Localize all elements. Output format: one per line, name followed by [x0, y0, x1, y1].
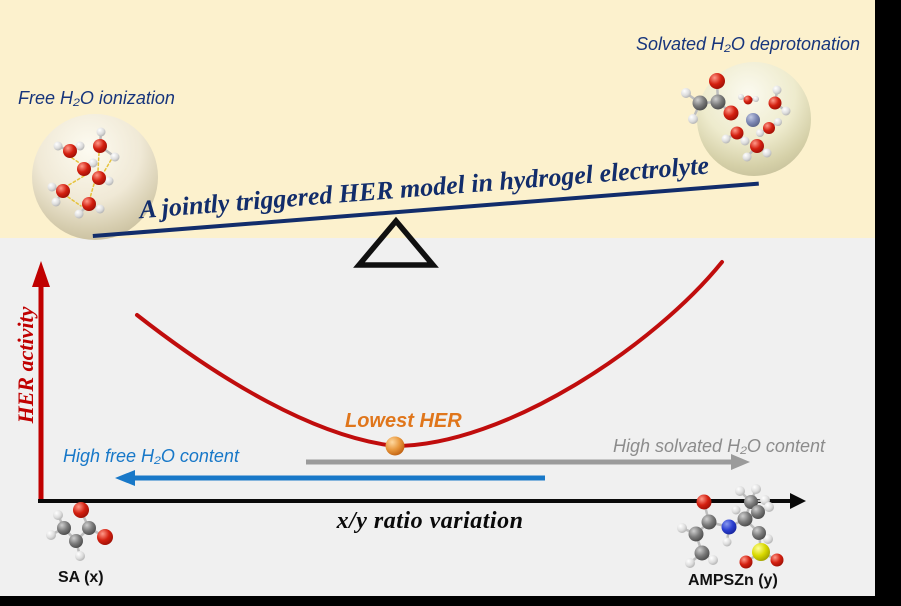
high-free-water-label: High free H₂O content: [63, 446, 239, 466]
sulfur-atom: [752, 543, 770, 561]
nitrogen-atom: [721, 519, 737, 535]
hydrogen-bonds: [66, 152, 112, 207]
sa-molecule-label: SA (x): [58, 569, 104, 586]
free-water-label: Free H₂O ionization: [18, 88, 175, 108]
zinc-ion: [746, 113, 760, 127]
lowest-her-point: [385, 436, 405, 456]
y-axis: [32, 261, 50, 500]
high-free-water-arrow: [115, 470, 545, 486]
high-solvated-water-label: High solvated H₂O content: [613, 436, 825, 456]
lowest-her-label: Lowest HER: [345, 410, 462, 432]
free-water-cluster: [32, 114, 158, 240]
y-axis-label: HER activity: [13, 306, 38, 424]
solvated-water-cluster: [681, 62, 811, 176]
x-axis-label: x/y ratio variation: [336, 508, 524, 534]
high-solvated-arrow: [306, 454, 750, 470]
fulcrum-triangle-icon: [353, 216, 439, 268]
sa-molecule: [46, 502, 113, 561]
solvated-water-label: Solvated H₂O deprotonation: [636, 34, 861, 54]
y-axis-arrowhead-icon: [32, 261, 50, 287]
x-axis: [38, 493, 806, 509]
ampszn-molecule: [677, 484, 784, 569]
x-axis-arrowhead-icon: [790, 493, 806, 509]
right-arrowhead-icon: [731, 454, 750, 470]
figure-graphics: [32, 62, 811, 569]
ampszn-molecule-label: AMPSZn (y): [688, 572, 778, 589]
left-arrowhead-icon: [115, 470, 135, 486]
figure-card: Free H₂O ionization Solvated H₂O deproto…: [0, 0, 875, 596]
